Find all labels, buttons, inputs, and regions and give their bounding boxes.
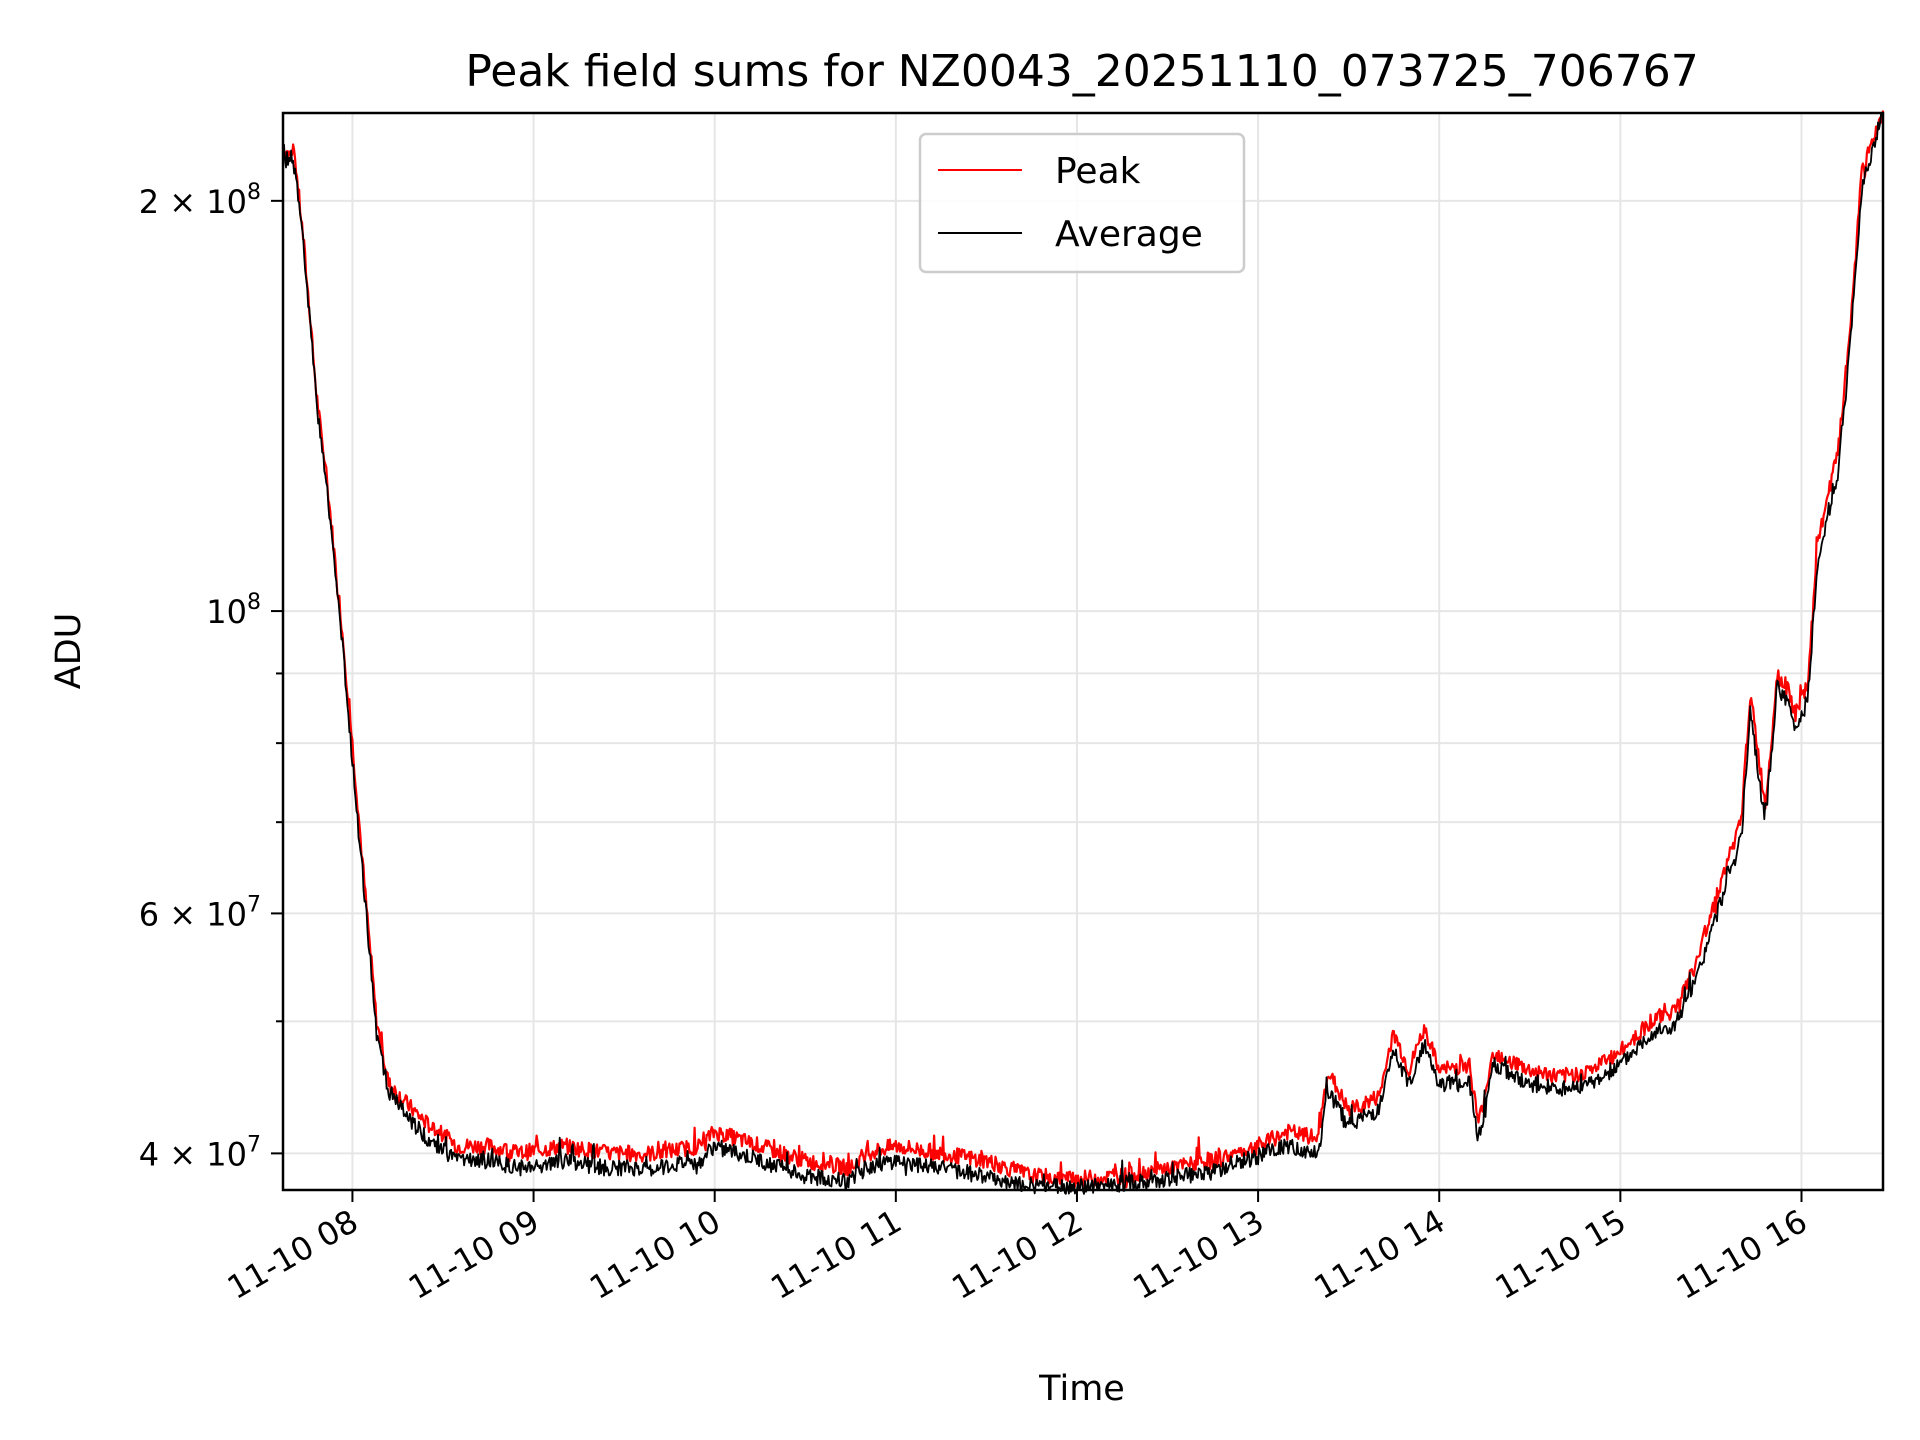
y-tick-exponent: 8 [247, 590, 261, 615]
legend-label-average: Average [1055, 214, 1203, 255]
y-tick-exponent: 7 [247, 892, 261, 917]
y-tick-label: 4 × 107 [139, 1132, 261, 1173]
plot-frame [281, 111, 1885, 1192]
y-tick-exponent: 7 [247, 1132, 261, 1157]
x-tick-label: 11-10 09 [402, 1202, 546, 1307]
x-axis-label: Time [1038, 1369, 1125, 1409]
y-tick-exponent: 8 [247, 180, 261, 205]
y-tick-label: 2 × 108 [139, 180, 261, 221]
legend: Peak Average [918, 132, 1246, 274]
x-tick-label: 11-10 11 [764, 1202, 908, 1307]
x-tick-label: 11-10 14 [1308, 1202, 1452, 1307]
series-line-average [282, 112, 1884, 1195]
y-tick-base: 6 × 10 [139, 895, 247, 933]
x-tick-label: 11-10 15 [1489, 1202, 1633, 1307]
chart-title: Peak field sums for NZ0043_20251110_0737… [465, 46, 1698, 97]
legend-label-peak: Peak [1055, 151, 1141, 192]
y-tick-base: 4 × 10 [139, 1135, 247, 1173]
x-tick-label: 11-10 13 [1126, 1202, 1270, 1307]
x-tick-label: 11-10 16 [1670, 1202, 1814, 1307]
x-tick-label: 11-10 10 [583, 1202, 727, 1307]
y-tick-label: 108 [206, 590, 261, 631]
y-axis-label: ADU [49, 613, 89, 690]
y-tick-base: 10 [206, 593, 247, 631]
legend-box [918, 132, 1246, 274]
y-tick-base: 2 × 10 [139, 183, 247, 221]
series-line-peak [281, 110, 1885, 1189]
x-tick-label: 11-10 12 [945, 1202, 1089, 1307]
x-tick-label: 11-10 08 [221, 1202, 365, 1307]
y-tick-label: 6 × 107 [139, 892, 261, 933]
x-axis: 11-10 08 11-10 09 11-10 10 11-10 11 11-10 12… [221, 1190, 1814, 1307]
